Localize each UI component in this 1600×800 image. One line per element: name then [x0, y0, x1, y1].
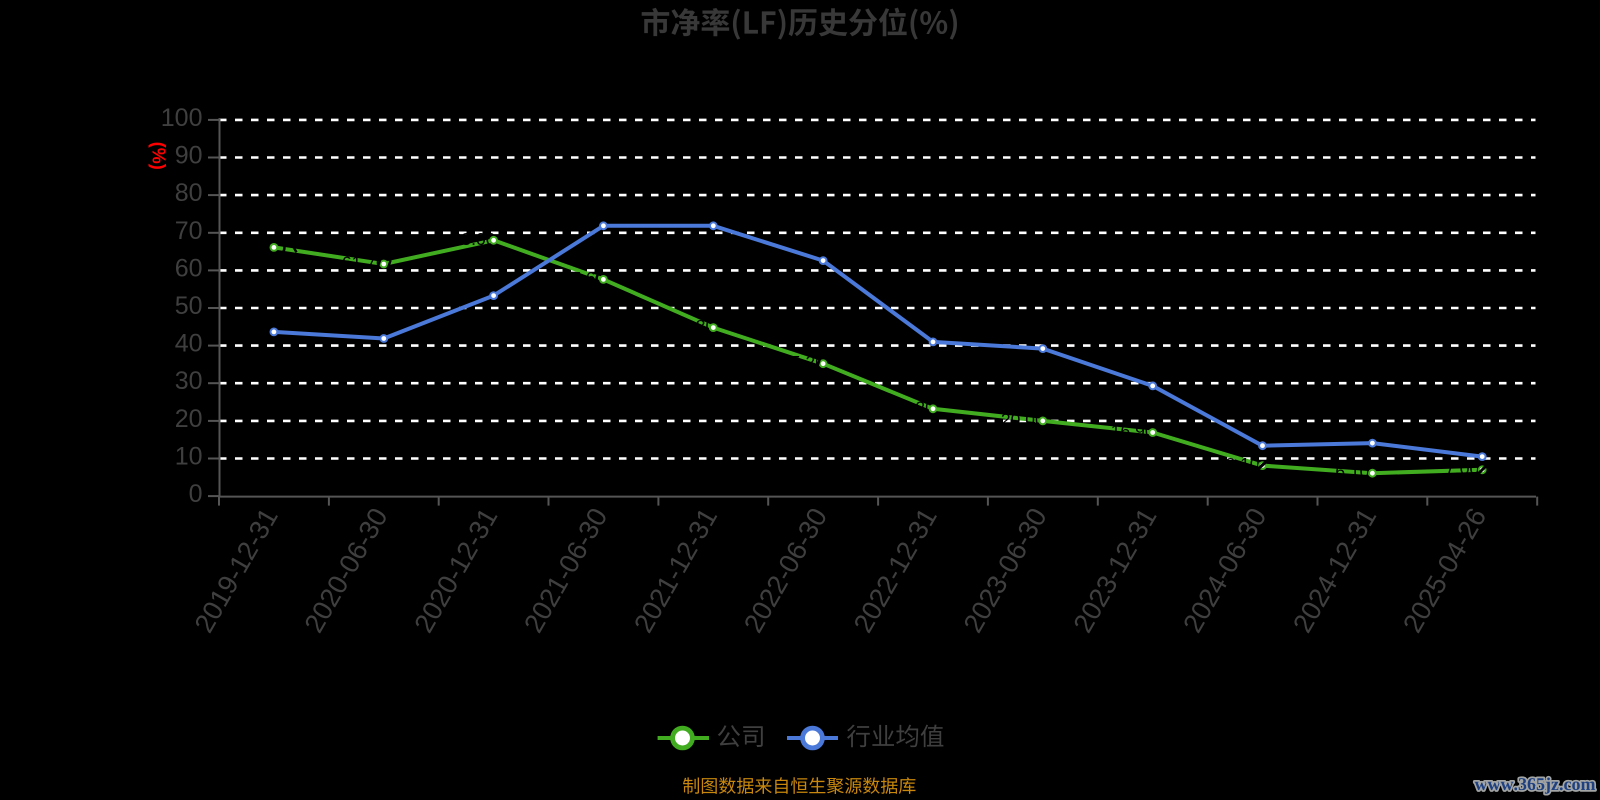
svg-text:2020-12-31: 2020-12-31	[408, 503, 503, 638]
svg-text:8.10: 8.10	[1225, 454, 1259, 474]
svg-text:2021-12-31: 2021-12-31	[628, 503, 723, 638]
svg-text:68.00: 68.00	[452, 229, 496, 249]
svg-text:44.80: 44.80	[671, 316, 715, 336]
svg-text:70: 70	[175, 217, 203, 245]
svg-text:57.60: 57.60	[562, 268, 606, 288]
svg-text:0: 0	[189, 480, 203, 508]
svg-text:50: 50	[175, 292, 203, 320]
svg-text:2022-12-31: 2022-12-31	[848, 503, 943, 638]
svg-text:2024-06-30: 2024-06-30	[1177, 503, 1272, 638]
svg-text:80: 80	[175, 179, 203, 207]
svg-text:2023-12-31: 2023-12-31	[1068, 503, 1163, 638]
svg-text:2025-04-26: 2025-04-26	[1397, 503, 1492, 638]
svg-text:16.90: 16.90	[1111, 421, 1155, 441]
svg-text:6.10: 6.10	[1335, 462, 1369, 482]
svg-text:35.20: 35.20	[781, 352, 825, 372]
svg-text:2024-12-31: 2024-12-31	[1287, 503, 1382, 638]
svg-text:30: 30	[175, 367, 203, 395]
svg-text:40: 40	[175, 330, 203, 358]
svg-text:2022-06-30: 2022-06-30	[738, 503, 833, 638]
svg-text:10: 10	[175, 443, 203, 471]
svg-text:60: 60	[175, 254, 203, 282]
svg-text:90: 90	[175, 142, 203, 170]
svg-text:61.70: 61.70	[342, 253, 386, 273]
svg-text:66.10: 66.10	[232, 236, 276, 256]
svg-text:2021-06-30: 2021-06-30	[518, 503, 613, 638]
svg-text:7.00: 7.00	[1445, 458, 1479, 478]
svg-text:2023-06-30: 2023-06-30	[958, 503, 1053, 638]
svg-text:(%): (%)	[149, 142, 169, 170]
svg-text:23.20: 23.20	[891, 397, 935, 417]
svg-text:2019-12-31: 2019-12-31	[189, 503, 284, 638]
svg-text:100: 100	[161, 104, 203, 132]
svg-text:20: 20	[175, 405, 203, 433]
svg-text:20.00: 20.00	[1001, 409, 1045, 429]
svg-text:2020-06-30: 2020-06-30	[299, 503, 394, 638]
